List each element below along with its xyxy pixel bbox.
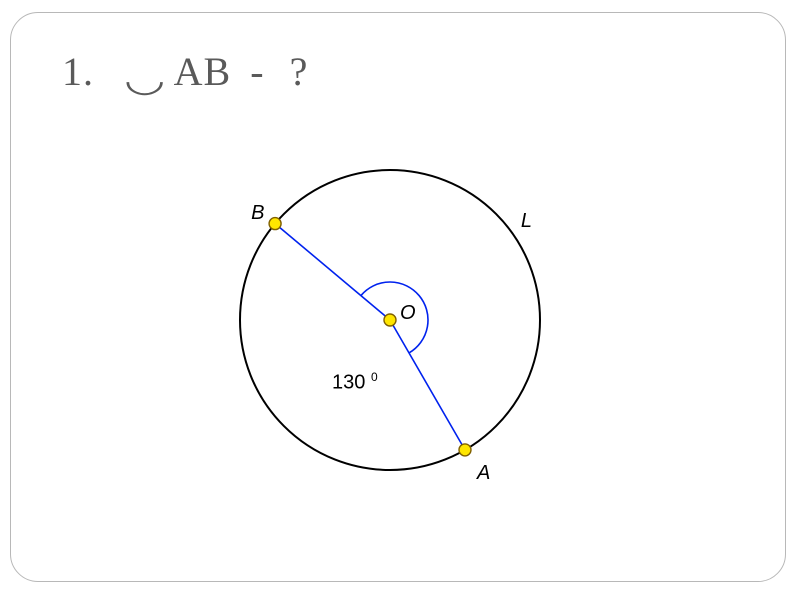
angle-value: 130 0	[332, 370, 378, 395]
label-L: L	[521, 210, 532, 233]
point-A	[459, 444, 471, 456]
geometry-diagram	[0, 0, 800, 600]
radius-B	[275, 224, 390, 320]
angle-number: 130	[332, 372, 371, 394]
label-O: O	[400, 302, 416, 325]
point-O	[384, 314, 396, 326]
label-A: A	[477, 462, 490, 485]
angle-degree-mark: 0	[371, 370, 378, 384]
point-B	[269, 218, 281, 230]
label-B: B	[251, 202, 264, 225]
radius-A	[390, 320, 465, 450]
